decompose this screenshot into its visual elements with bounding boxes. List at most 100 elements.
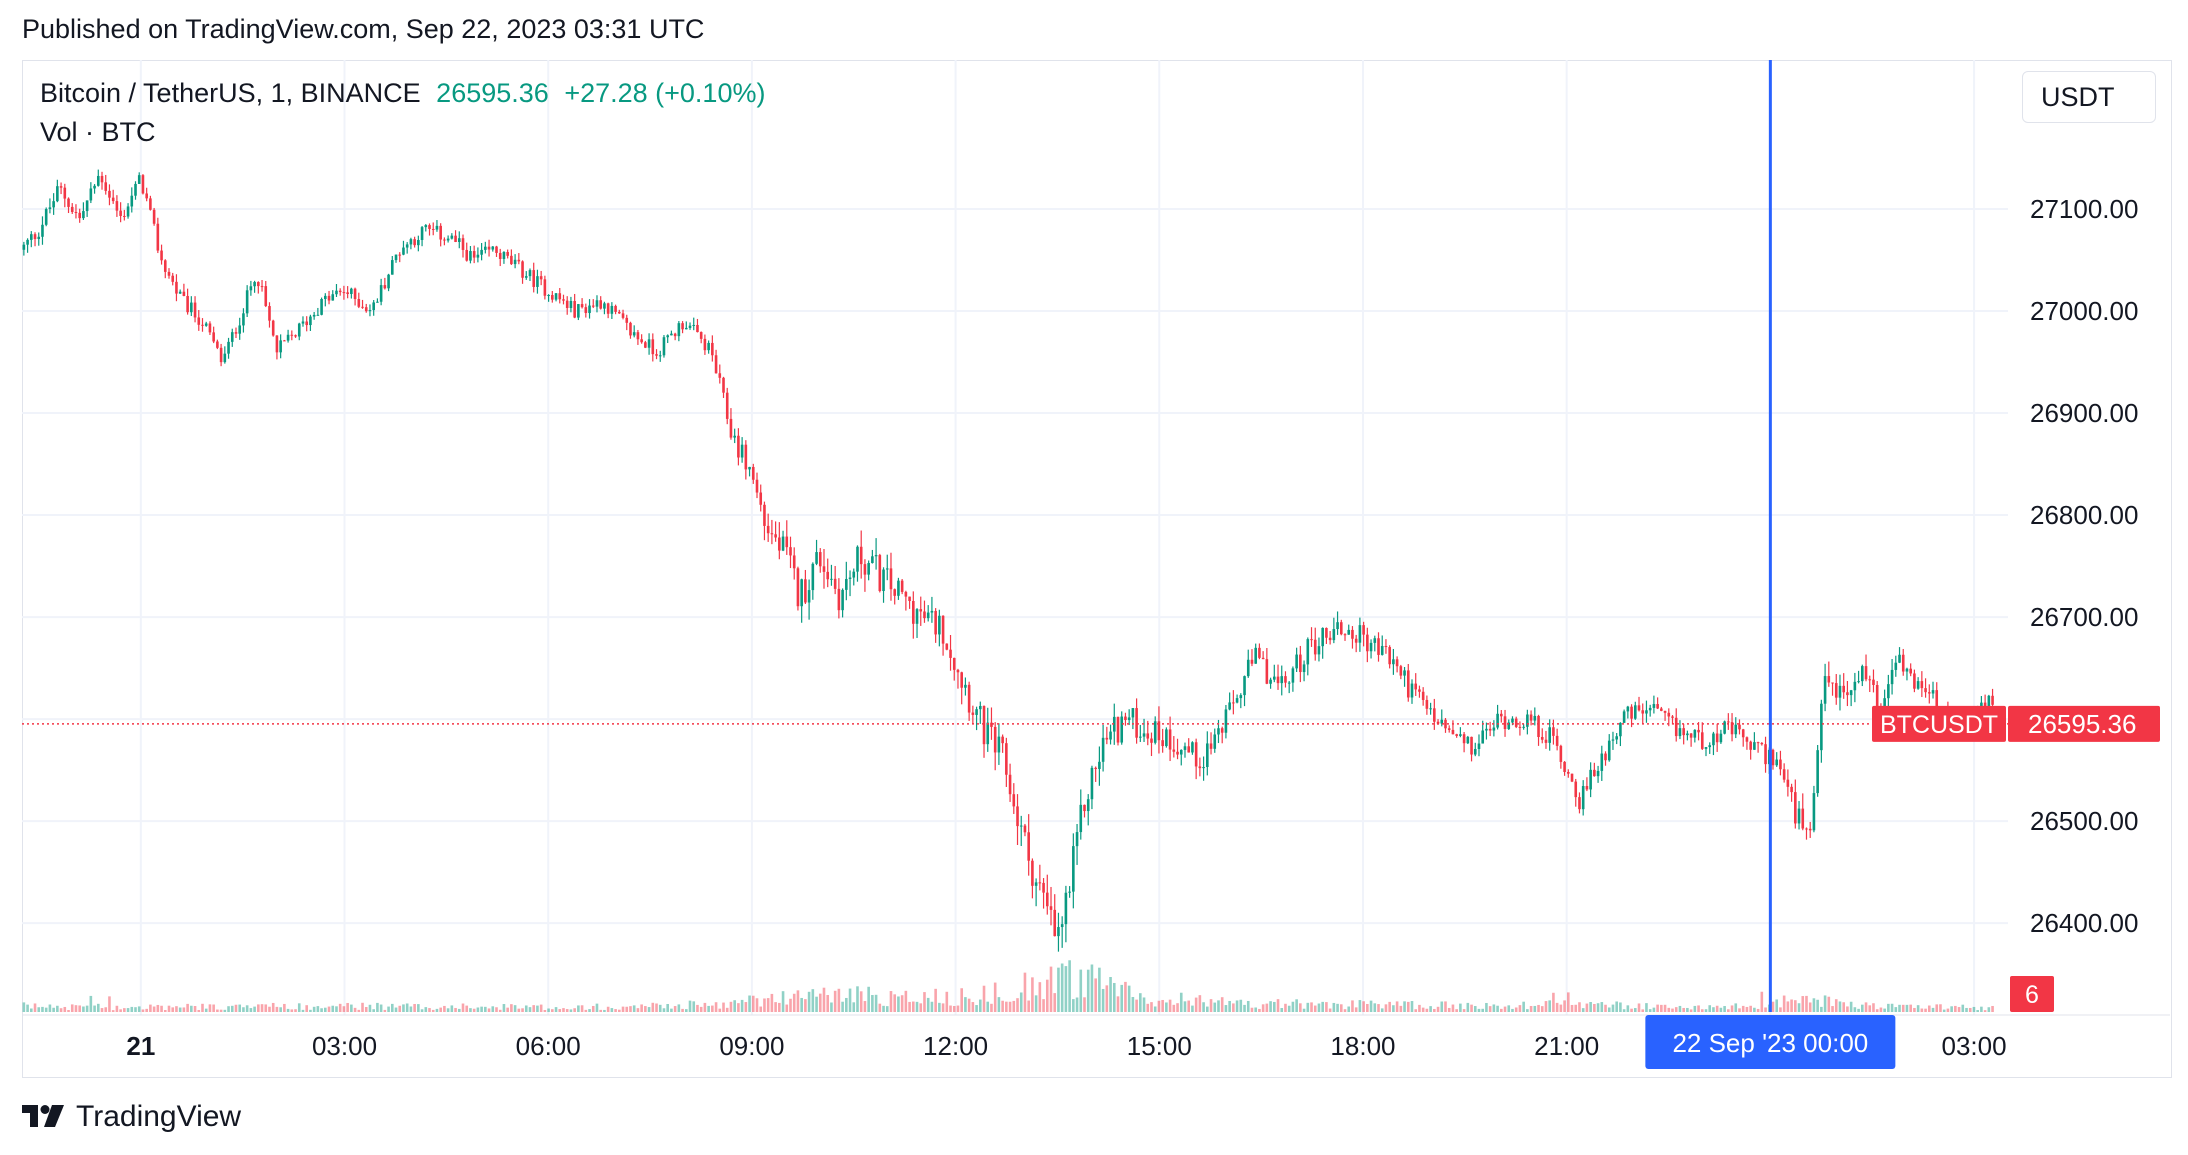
volume-tag <box>2010 976 2054 1012</box>
volume-bar <box>729 1001 733 1012</box>
volume-bar <box>108 996 111 1012</box>
volume-bar <box>1090 964 1094 1012</box>
volume-bar <box>1555 1002 1559 1012</box>
volume-bar <box>792 993 796 1012</box>
candle <box>532 270 536 287</box>
candle <box>171 275 175 282</box>
candle <box>1678 728 1682 737</box>
candle <box>450 235 454 239</box>
volume-bar <box>554 1007 558 1012</box>
candle <box>1343 634 1347 636</box>
candle <box>219 347 223 363</box>
candle <box>1991 695 1994 705</box>
volume-bar <box>1358 1000 1362 1012</box>
volume-bar <box>1589 1001 1592 1012</box>
candle <box>1440 719 1444 724</box>
volume-bar <box>465 1005 469 1012</box>
volume-bar <box>1567 992 1570 1012</box>
candle <box>1507 722 1511 730</box>
volume-bar <box>1168 999 1172 1012</box>
volume-bar <box>190 1005 193 1012</box>
candle <box>82 211 85 219</box>
candle <box>1652 704 1656 708</box>
candle <box>216 341 219 348</box>
volume-bar <box>1548 1000 1551 1012</box>
candle <box>1094 767 1097 769</box>
candle <box>305 321 309 326</box>
volume-bar <box>748 995 751 1012</box>
volume-bar <box>1466 1002 1470 1012</box>
candle <box>1503 716 1507 730</box>
volume-bar <box>591 1005 595 1012</box>
candle <box>1485 728 1488 731</box>
candle <box>297 323 301 337</box>
candle <box>1146 733 1150 739</box>
volume-bar <box>1875 1009 1879 1012</box>
volume-bar <box>1265 1003 1269 1012</box>
candle <box>938 615 941 635</box>
volume-bar <box>632 1005 636 1012</box>
candle <box>145 193 148 199</box>
volume-bar <box>1700 1009 1704 1012</box>
volume-bar <box>1291 1001 1295 1012</box>
tradingview-logo[interactable]: TradingView <box>22 1100 241 1134</box>
candle <box>1079 804 1083 833</box>
volume-bar <box>952 1005 956 1012</box>
price-tag-label: 26595.36 <box>2028 709 2136 739</box>
volume-bar <box>119 1009 122 1012</box>
volume-bar <box>1663 1004 1667 1012</box>
candle <box>41 224 44 237</box>
candle <box>1299 654 1302 673</box>
volume-bar <box>312 1006 316 1012</box>
volume-bar <box>1183 1001 1187 1012</box>
volume-bar <box>889 991 893 1012</box>
volume-bar <box>830 1002 833 1012</box>
candle <box>1172 749 1176 752</box>
candle <box>338 290 342 293</box>
candle <box>1057 927 1060 937</box>
volume-bar <box>1209 999 1213 1012</box>
candle <box>871 556 874 564</box>
volume-bar <box>1827 996 1831 1012</box>
volume-bar <box>469 1008 472 1012</box>
volume-bar <box>1354 1007 1358 1012</box>
volume-bar <box>934 988 937 1012</box>
volume-bar <box>1280 1007 1284 1012</box>
candle <box>547 295 550 297</box>
candle <box>402 247 405 255</box>
candle <box>1235 698 1239 703</box>
candle <box>1153 721 1157 743</box>
volume-bar <box>167 1005 171 1012</box>
volume-bar <box>22 1002 26 1012</box>
candle <box>1362 625 1365 635</box>
volume-bar <box>1741 1005 1745 1012</box>
volume-bar <box>37 1007 41 1012</box>
volume-bar <box>156 1004 160 1012</box>
volume-bar <box>301 1009 305 1012</box>
volume-bar <box>1235 1000 1239 1012</box>
volume-bar <box>1864 1002 1868 1012</box>
volume-bar <box>543 1009 547 1012</box>
volume-bar <box>1206 1006 1209 1012</box>
candle <box>755 479 759 493</box>
volume-bar <box>286 1008 290 1012</box>
x-tick-label: 06:00 <box>516 1031 581 1061</box>
volume-bar <box>1287 1005 1291 1012</box>
volume-bar <box>1429 1006 1432 1012</box>
candle <box>22 244 26 250</box>
candle <box>1224 709 1228 733</box>
volume-bar <box>647 1007 651 1012</box>
candle <box>1645 710 1648 714</box>
candle <box>498 252 502 259</box>
volume-bar <box>1321 1001 1324 1012</box>
volume-bar <box>725 1007 729 1012</box>
volume-bar <box>320 1008 323 1012</box>
candle <box>781 536 785 551</box>
volume-bar <box>476 1007 480 1012</box>
candle <box>804 579 807 603</box>
volume-bar <box>175 1006 178 1012</box>
currency-button[interactable]: USDT <box>2022 71 2156 123</box>
candle <box>119 210 122 216</box>
volume-bars <box>22 960 1994 1012</box>
